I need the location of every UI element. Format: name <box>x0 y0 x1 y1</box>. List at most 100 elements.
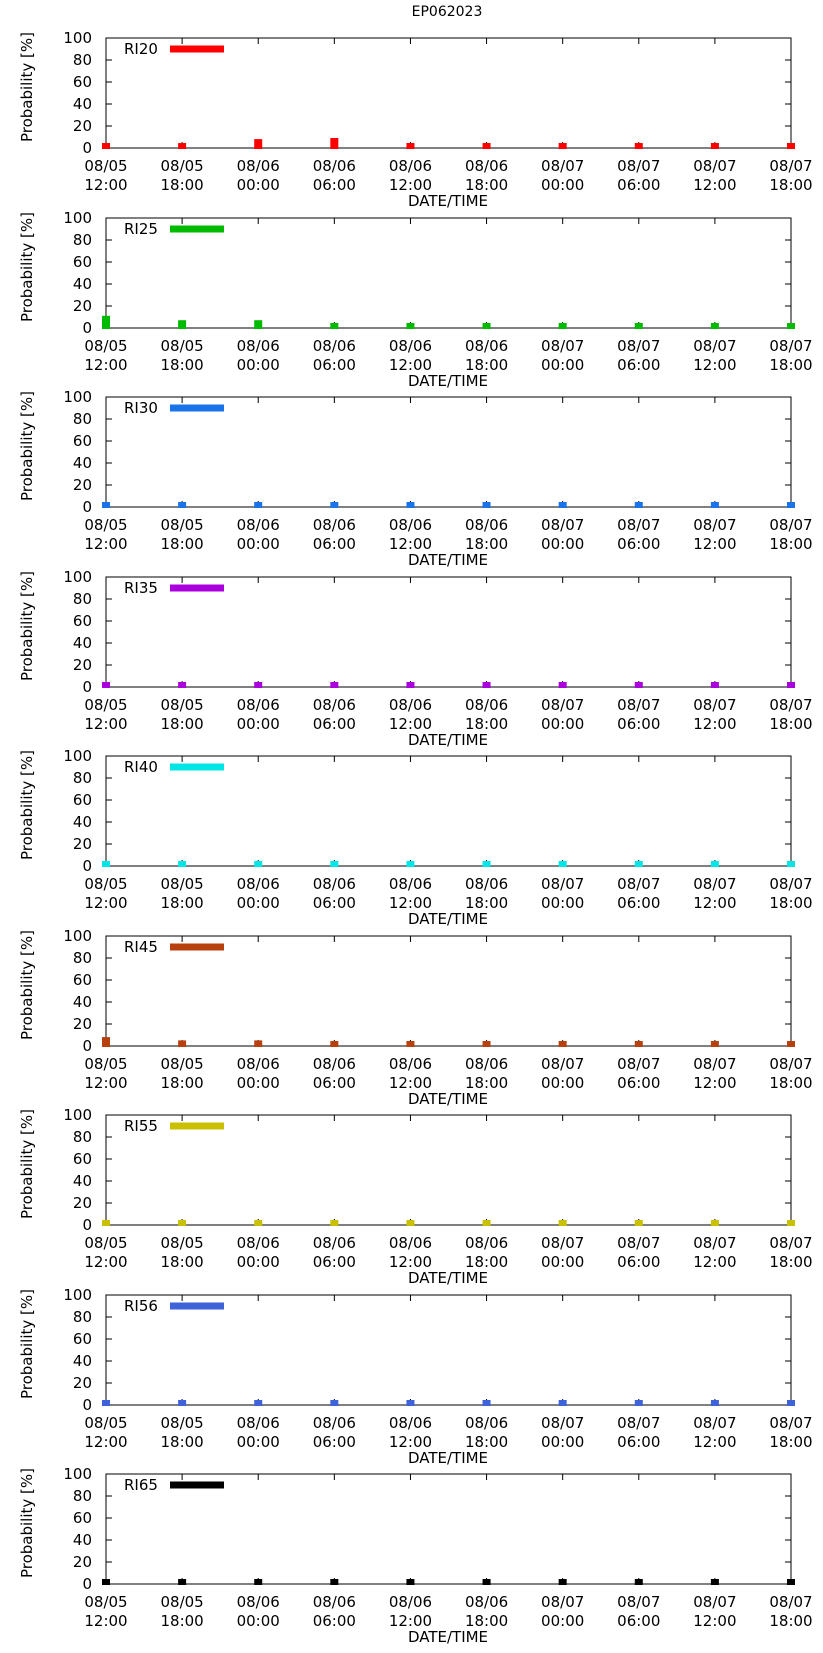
x-tick-label-date: 08/05 <box>160 516 203 534</box>
bar <box>634 861 643 867</box>
x-tick-label-date: 08/06 <box>389 157 432 175</box>
bar <box>634 323 643 329</box>
y-tick-label: 20 <box>73 1015 92 1033</box>
x-tick-label-time: 12:00 <box>84 1253 127 1271</box>
x-tick-label-time: 18:00 <box>160 176 203 194</box>
bar <box>102 861 110 867</box>
bar <box>330 1400 339 1406</box>
y-tick-label: 20 <box>73 117 92 135</box>
x-tick-label-date: 08/05 <box>160 1055 203 1073</box>
plot-frame <box>105 37 792 149</box>
x-tick-label-time: 06:00 <box>617 1253 660 1271</box>
x-tick-label-time: 18:00 <box>160 715 203 733</box>
y-tick-label: 20 <box>73 1194 92 1212</box>
y-tick-label: 40 <box>73 813 92 831</box>
y-tick-label: 0 <box>82 857 92 875</box>
x-tick-label-date: 08/07 <box>769 1414 812 1432</box>
legend-label: RI40 <box>124 758 158 776</box>
x-tick-label-time: 12:00 <box>693 176 736 194</box>
x-tick-label-time: 00:00 <box>237 894 280 912</box>
bar <box>330 861 339 867</box>
y-tick-label: 60 <box>73 253 92 271</box>
x-tick-label-date: 08/05 <box>160 337 203 355</box>
y-tick-label: 0 <box>82 1396 92 1414</box>
bar <box>482 143 491 149</box>
bar <box>406 143 415 149</box>
bar <box>482 682 491 688</box>
x-tick-label-time: 18:00 <box>465 535 508 553</box>
x-tick-label-time: 12:00 <box>693 1253 736 1271</box>
plot-frame <box>105 396 792 508</box>
y-tick-label: 80 <box>73 231 92 249</box>
x-tick-label-date: 08/07 <box>693 1414 736 1432</box>
x-tick-label-date: 08/06 <box>313 157 356 175</box>
x-tick-label-time: 18:00 <box>160 894 203 912</box>
x-tick-label-time: 12:00 <box>84 535 127 553</box>
x-tick-label-time: 06:00 <box>617 1612 660 1630</box>
y-tick-label: 100 <box>63 1286 92 1304</box>
y-tick-label: 20 <box>73 476 92 494</box>
x-tick-label-time: 00:00 <box>237 715 280 733</box>
y-tick-label: 80 <box>73 1128 92 1146</box>
bar <box>254 139 263 149</box>
x-tick-label-time: 18:00 <box>160 1074 203 1092</box>
x-tick-label-date: 08/05 <box>160 157 203 175</box>
x-tick-label-date: 08/06 <box>389 516 432 534</box>
y-tick-label: 100 <box>63 1106 92 1124</box>
x-tick-label-time: 06:00 <box>617 1074 660 1092</box>
y-tick-label: 20 <box>73 835 92 853</box>
bar <box>710 682 719 688</box>
x-axis-label: DATE/TIME <box>408 1628 488 1646</box>
x-tick-label-date: 08/05 <box>84 1414 127 1432</box>
y-tick-label: 80 <box>73 51 92 69</box>
x-tick-label-time: 12:00 <box>389 176 432 194</box>
bar <box>406 1579 415 1585</box>
bar <box>406 502 415 508</box>
x-tick-label-time: 06:00 <box>313 1253 356 1271</box>
bar <box>178 320 187 329</box>
x-tick-label-time: 00:00 <box>237 1253 280 1271</box>
x-tick-label-date: 08/06 <box>389 1593 432 1611</box>
x-tick-label-date: 08/06 <box>465 1414 508 1432</box>
x-tick-label-time: 12:00 <box>693 1612 736 1630</box>
bar <box>330 1579 339 1585</box>
x-tick-label-time: 18:00 <box>465 356 508 374</box>
x-tick-label-date: 08/07 <box>541 516 584 534</box>
x-tick-label-time: 18:00 <box>769 715 812 733</box>
bar <box>178 1579 187 1585</box>
y-tick-label: 60 <box>73 1150 92 1168</box>
x-tick-label-time: 06:00 <box>313 1612 356 1630</box>
x-axis-label: DATE/TIME <box>408 551 488 569</box>
bar <box>787 1400 795 1406</box>
y-tick-label: 80 <box>73 949 92 967</box>
y-tick-label: 80 <box>73 769 92 787</box>
bar <box>558 861 567 867</box>
bar <box>558 1041 567 1047</box>
bar <box>330 138 339 149</box>
x-tick-label-time: 12:00 <box>84 715 127 733</box>
y-tick-label: 0 <box>82 1037 92 1055</box>
x-tick-label-time: 00:00 <box>541 535 584 553</box>
x-axis-label: DATE/TIME <box>408 372 488 390</box>
x-tick-label-date: 08/07 <box>769 1593 812 1611</box>
x-tick-label-time: 18:00 <box>769 1253 812 1271</box>
y-tick-label: 80 <box>73 590 92 608</box>
bar <box>102 502 110 508</box>
y-tick-label: 40 <box>73 1531 92 1549</box>
x-tick-label-time: 12:00 <box>84 1074 127 1092</box>
x-tick-label-date: 08/05 <box>160 875 203 893</box>
x-tick-label-date: 08/05 <box>84 1234 127 1252</box>
y-tick-label: 0 <box>82 319 92 337</box>
x-tick-label-date: 08/07 <box>541 157 584 175</box>
x-tick-label-date: 08/06 <box>237 1414 280 1432</box>
bar <box>102 1579 110 1585</box>
x-tick-label-date: 08/06 <box>313 1234 356 1252</box>
x-tick-label-date: 08/06 <box>237 1234 280 1252</box>
x-tick-label-date: 08/07 <box>541 1593 584 1611</box>
